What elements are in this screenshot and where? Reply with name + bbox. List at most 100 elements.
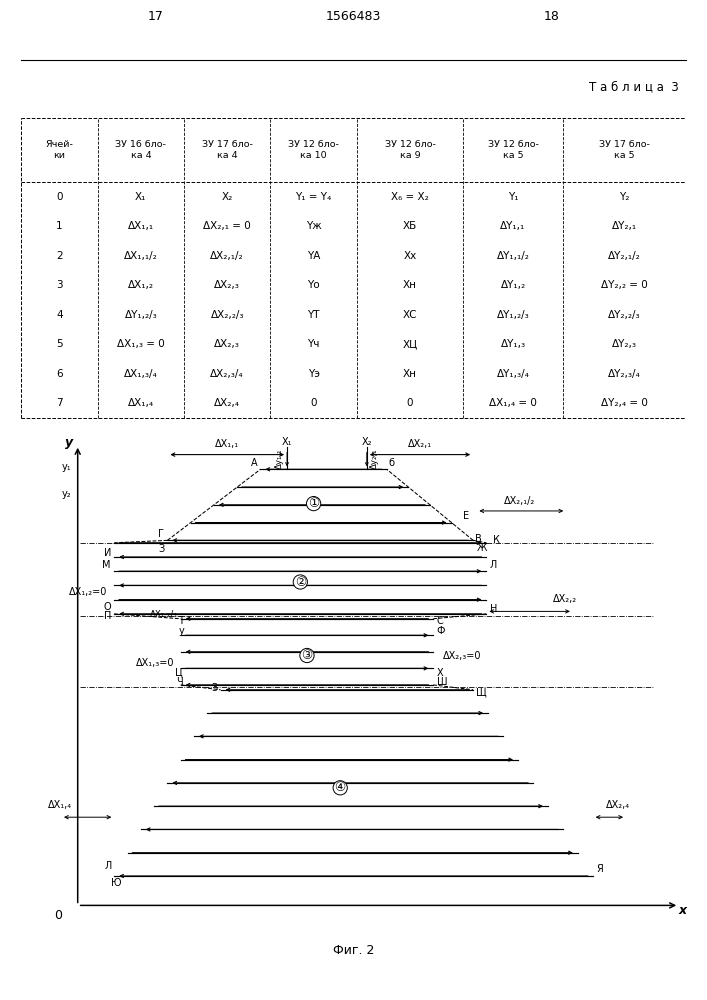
Text: Н: Н (490, 604, 497, 614)
Text: А: А (250, 458, 257, 468)
Text: ΔX₁,₂/₃: ΔX₁,₂/₃ (150, 610, 177, 619)
Text: ΔY₂,₄ = 0: ΔY₂,₄ = 0 (601, 398, 648, 408)
Text: ③: ③ (301, 649, 312, 662)
Text: ΔY₁,₂/₃: ΔY₁,₂/₃ (124, 310, 157, 320)
Text: ЗУ 17 бло-
ка 4: ЗУ 17 бло- ка 4 (201, 140, 252, 160)
Text: 0: 0 (54, 909, 62, 922)
Text: Ш: Ш (436, 677, 447, 687)
Text: ЗУ 17 бло-
ка 5: ЗУ 17 бло- ка 5 (599, 140, 650, 160)
Text: б: б (389, 458, 395, 468)
Text: Щ: Щ (477, 687, 487, 697)
Text: Т: Т (178, 616, 184, 626)
Text: ΔX₁,₁: ΔX₁,₁ (215, 439, 239, 449)
Text: ΔX₂,₂: ΔX₂,₂ (553, 594, 577, 604)
Text: 1: 1 (56, 221, 63, 231)
Text: Xн: Xн (403, 369, 417, 379)
Text: Yч: Yч (308, 339, 320, 349)
Text: В: В (475, 534, 482, 544)
Text: Y₁ = Y₄: Y₁ = Y₄ (296, 192, 332, 202)
Text: ЗУ 12 бло-
ка 5: ЗУ 12 бло- ка 5 (488, 140, 539, 160)
Text: Х: Х (436, 668, 443, 678)
Text: Г: Г (158, 529, 164, 539)
Text: Фиг. 2: Фиг. 2 (333, 944, 374, 956)
Text: Т а б л и ц а  3: Т а б л и ц а 3 (590, 81, 679, 94)
Text: 18: 18 (544, 10, 559, 23)
Text: ΔY₂,₁/₂: ΔY₂,₁/₂ (608, 251, 641, 261)
Text: ΔX₁,₄: ΔX₁,₄ (48, 800, 72, 810)
Text: ΔX₂,₁ = 0: ΔX₂,₁ = 0 (204, 221, 251, 231)
Text: Ф: Ф (436, 626, 445, 636)
Text: Л: Л (105, 861, 112, 871)
Text: ΔY₁,₁/₂: ΔY₁,₁/₂ (496, 251, 530, 261)
Text: ΔY₁,₂: ΔY₁,₂ (501, 280, 525, 290)
Text: Ю: Ю (111, 878, 122, 888)
Text: 4: 4 (56, 310, 63, 320)
Text: ΔX₁,₃=0: ΔX₁,₃=0 (136, 658, 174, 668)
Text: ΔY₁,₃: ΔY₁,₃ (501, 339, 525, 349)
Text: З: З (211, 683, 217, 693)
Text: Yэ: Yэ (308, 369, 320, 379)
Text: y₁: y₁ (62, 462, 71, 472)
Text: ΔX₁,₁: ΔX₁,₁ (128, 221, 154, 231)
Text: ΔX₂,₁: ΔX₂,₁ (408, 439, 432, 449)
Text: ΔX₂,₃/₄: ΔX₂,₃/₄ (211, 369, 244, 379)
Text: y: y (65, 436, 73, 449)
Text: Y₂: Y₂ (619, 192, 629, 202)
Text: y₂: y₂ (62, 489, 71, 499)
Text: ΔY₂,₃/₄: ΔY₂,₃/₄ (608, 369, 641, 379)
Text: Y₁: Y₁ (508, 192, 518, 202)
Text: ΔY₂,₂/₃: ΔY₂,₂/₃ (608, 310, 641, 320)
Text: YТ: YТ (308, 310, 320, 320)
Text: 6: 6 (56, 369, 63, 379)
Text: М: М (103, 560, 111, 570)
Text: Δy₂,₁: Δy₂,₁ (370, 448, 379, 469)
Text: ЗУ 16 бло-
ка 4: ЗУ 16 бло- ка 4 (115, 140, 166, 160)
Text: ΔY₁,₃/₄: ΔY₁,₃/₄ (496, 369, 530, 379)
Text: ΔY₁,₂/₃: ΔY₁,₂/₃ (496, 310, 530, 320)
Text: Ж: Ж (477, 543, 487, 553)
Text: Ц: Ц (175, 668, 182, 678)
Text: 2: 2 (56, 251, 63, 261)
Text: ЗУ 12 бло-
ка 10: ЗУ 12 бло- ка 10 (288, 140, 339, 160)
Text: у: у (178, 626, 184, 636)
Text: 17: 17 (148, 10, 163, 23)
Text: ②: ② (295, 576, 306, 588)
Text: ΔX₂,₃: ΔX₂,₃ (214, 339, 240, 349)
Text: П: П (103, 611, 111, 621)
Text: ΔX₁,₄ = 0: ΔX₁,₄ = 0 (489, 398, 537, 408)
Text: ④: ④ (334, 781, 346, 794)
Text: X₆ = X₂: X₆ = X₂ (391, 192, 429, 202)
Text: ΔY₂,₂ = 0: ΔY₂,₂ = 0 (601, 280, 648, 290)
Text: 7: 7 (56, 398, 63, 408)
Text: К: К (493, 535, 500, 545)
Text: ΔX₂,₃=0: ΔX₂,₃=0 (443, 650, 481, 660)
Text: З: З (158, 544, 164, 554)
Text: ΔX₁,₃ = 0: ΔX₁,₃ = 0 (117, 339, 165, 349)
Text: 0: 0 (407, 398, 413, 408)
Text: Я: Я (596, 864, 603, 874)
Text: 0: 0 (310, 398, 317, 408)
Text: С: С (436, 616, 443, 626)
Text: ΔX₁,₁/₂: ΔX₁,₁/₂ (124, 251, 158, 261)
Text: X₁: X₁ (135, 192, 146, 202)
Text: Л: Л (490, 560, 497, 570)
Text: ΔX₂,₁/₂: ΔX₂,₁/₂ (211, 251, 244, 261)
Text: 0: 0 (56, 192, 63, 202)
Text: О: О (103, 601, 111, 611)
Text: Δy₁,₁: Δy₁,₁ (275, 448, 284, 469)
Text: X₁: X₁ (282, 437, 292, 447)
Text: ΔX₂,₁/₂: ΔX₂,₁/₂ (504, 496, 535, 506)
Text: 5: 5 (56, 339, 63, 349)
Text: ΔX₁,₃/₄: ΔX₁,₃/₄ (124, 369, 158, 379)
Text: XБ: XБ (403, 221, 417, 231)
Text: ЗУ 12 бло-
ка 9: ЗУ 12 бло- ка 9 (385, 140, 436, 160)
Text: ΔY₁,₁: ΔY₁,₁ (501, 221, 525, 231)
Text: И: И (103, 548, 111, 558)
Text: ΔX₁,₂=0: ΔX₁,₂=0 (69, 587, 107, 597)
Text: ΔY₂,₁: ΔY₂,₁ (612, 221, 637, 231)
Text: 3: 3 (56, 280, 63, 290)
Text: Ч: Ч (176, 677, 182, 687)
Text: XЦ: XЦ (402, 339, 418, 349)
Text: ΔX₁,₂: ΔX₁,₂ (128, 280, 154, 290)
Text: Xн: Xн (403, 280, 417, 290)
